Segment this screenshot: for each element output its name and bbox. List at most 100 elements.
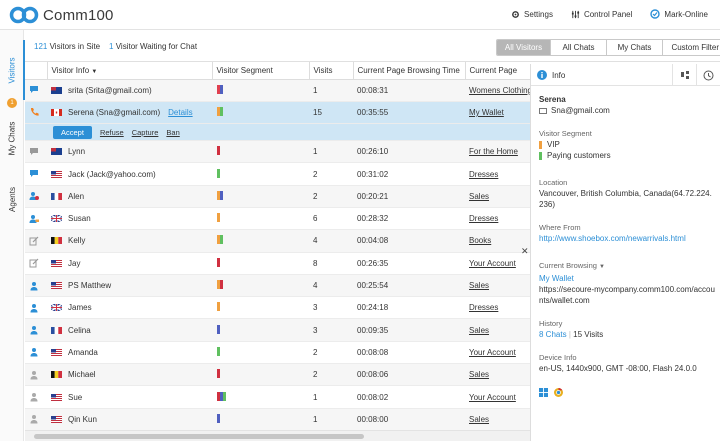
current-page-link[interactable]: Sales <box>469 191 490 201</box>
current-page-cell[interactable]: For the Home <box>465 140 530 164</box>
visitor-info-cell[interactable]: PS Matthew <box>47 274 212 298</box>
current-page-link[interactable]: Your Account <box>469 258 516 268</box>
visitor-info-cell[interactable]: Amanda <box>47 341 212 365</box>
visitor-info-cell[interactable]: Alen <box>47 185 212 208</box>
table-row[interactable]: Celina 3 00:09:35 Sales <box>25 318 530 342</box>
filter-all-visitors[interactable]: All Visitors <box>497 40 551 55</box>
table-row[interactable]: Lynn 1 00:26:10 For the Home <box>25 140 530 164</box>
history-button[interactable] <box>696 64 720 86</box>
table-row[interactable]: Jack (Jack@yahoo.com) 2 00:31:02 Dresses <box>25 162 530 186</box>
current-page-link[interactable]: Your Account <box>469 347 516 357</box>
table-row[interactable]: Alen 2 00:20:21 Sales <box>25 185 530 208</box>
current-page-link[interactable]: Womens Clothing <box>469 85 530 95</box>
refuse-link[interactable]: Refuse <box>99 127 124 137</box>
visitor-info-cell[interactable]: Celina <box>47 318 212 342</box>
scrollbar-thumb[interactable] <box>34 434 364 439</box>
current-page-cell[interactable]: Sales <box>465 274 530 298</box>
row-status-cell[interactable] <box>25 408 47 430</box>
table-row[interactable]: Susan 6 00:28:32 Dresses <box>25 207 530 231</box>
row-status-cell[interactable] <box>25 385 47 409</box>
current-page-link[interactable]: Sales <box>469 370 490 380</box>
current-browsing-label[interactable]: Current Browsing ▼ <box>539 260 715 273</box>
row-status-cell[interactable] <box>25 341 47 365</box>
col-visitor-segment[interactable]: Visitor Segment <box>212 62 310 80</box>
filter-custom[interactable]: Custom Filter ⚙ <box>663 40 720 55</box>
row-status-cell[interactable] <box>25 185 47 208</box>
visitor-info-cell[interactable]: Sue <box>47 385 212 409</box>
visitor-info-cell[interactable]: Susan <box>47 207 212 231</box>
visitor-info-cell[interactable]: Jay <box>47 252 212 275</box>
visitor-info-cell[interactable]: Serena (Sna@gmail.com) Details <box>47 101 212 125</box>
table-row[interactable]: Sue 1 00:08:02 Your Account <box>25 385 530 409</box>
current-page-cell[interactable]: Dresses <box>465 207 530 231</box>
row-status-cell[interactable] <box>25 79 47 102</box>
table-row[interactable]: James 3 00:24:18 Dresses <box>25 296 530 320</box>
table-row[interactable]: PS Matthew 4 00:25:54 Sales <box>25 274 530 298</box>
row-status-cell[interactable] <box>25 318 47 342</box>
current-page-cell[interactable]: Sales <box>465 408 530 430</box>
mark-online-button[interactable]: Mark-Online <box>650 9 708 19</box>
row-status-cell[interactable] <box>25 101 47 125</box>
visitor-info-cell[interactable]: Michael <box>47 363 212 387</box>
settings-button[interactable]: Settings <box>511 9 553 19</box>
current-page-cell[interactable]: Your Account <box>465 252 530 275</box>
col-visits[interactable]: Visits <box>309 62 354 80</box>
ban-link[interactable]: Ban <box>166 127 180 137</box>
row-status-cell[interactable] <box>25 162 47 186</box>
col-browsing-time[interactable]: Current Page Browsing Time <box>353 62 466 80</box>
visitor-info-cell[interactable]: James <box>47 296 212 320</box>
capture-link[interactable]: Capture <box>131 127 159 137</box>
table-row[interactable]: Amanda 2 00:08:08 Your Account <box>25 341 530 365</box>
table-row[interactable]: Kelly 4 00:04:08 Books <box>25 229 530 253</box>
history-chats-link[interactable]: 8 Chats <box>539 330 567 339</box>
visitor-info-cell[interactable]: Qin Kun <box>47 408 212 430</box>
current-page-cell[interactable]: Sales <box>465 318 530 342</box>
current-page-cell[interactable]: Books <box>465 229 530 253</box>
row-status-cell[interactable] <box>25 363 47 387</box>
current-page-cell[interactable]: Womens Clothing <box>465 79 530 102</box>
details-link[interactable]: Details <box>168 107 193 117</box>
current-page-link[interactable]: Sales <box>469 281 490 291</box>
current-page-link[interactable]: Dresses <box>469 303 499 313</box>
filter-my-chats[interactable]: My Chats <box>607 40 663 55</box>
current-page-link[interactable]: Your Account <box>469 392 516 402</box>
tab-agents[interactable]: Agents <box>0 174 24 224</box>
current-page-cell[interactable]: Sales <box>465 363 530 387</box>
col-current-page[interactable]: Current Page <box>465 62 530 80</box>
current-page-link[interactable]: For the Home <box>469 147 518 157</box>
table-row[interactable]: Michael 2 00:08:06 Sales <box>25 363 530 387</box>
horizontal-scrollbar[interactable] <box>25 430 530 441</box>
filter-all-chats[interactable]: All Chats <box>551 40 607 55</box>
row-status-cell[interactable] <box>25 207 47 231</box>
current-page-cell[interactable]: Dresses <box>465 162 530 186</box>
current-page-cell[interactable]: Your Account <box>465 385 530 409</box>
current-page-cell[interactable]: My Wallet <box>465 101 530 125</box>
close-panel-icon[interactable]: ✕ <box>521 246 529 256</box>
visitor-info-cell[interactable]: Lynn <box>47 140 212 164</box>
table-row[interactable]: Qin Kun 1 00:08:00 Sales <box>25 408 530 430</box>
row-status-cell[interactable] <box>25 229 47 253</box>
where-from-link[interactable]: http://www.shoebox.com/newarrivals.html <box>539 234 686 243</box>
panel-tool-button[interactable] <box>672 64 696 86</box>
current-page-link[interactable]: My Wallet <box>469 107 504 117</box>
accept-button[interactable]: Accept <box>53 125 92 139</box>
visitor-info-cell[interactable]: srita (Srita@gmail.com) <box>47 79 212 102</box>
visitor-info-cell[interactable]: Kelly <box>47 229 212 253</box>
current-page-link[interactable]: Dresses <box>469 169 499 179</box>
current-page-link[interactable]: Sales <box>469 414 490 424</box>
current-page-link[interactable]: Sales <box>469 325 490 335</box>
table-row[interactable]: Jay 8 00:26:35 Your Account <box>25 252 530 275</box>
table-row[interactable]: srita (Srita@gmail.com) 1 00:08:31 Womens C… <box>25 79 530 102</box>
current-page-cell[interactable]: Dresses <box>465 296 530 320</box>
current-page-link[interactable]: Dresses <box>469 214 499 224</box>
current-page-link[interactable]: Books <box>469 236 492 246</box>
row-status-cell[interactable] <box>25 274 47 298</box>
current-page-cell[interactable]: Sales <box>465 185 530 208</box>
table-row[interactable]: Serena (Sna@gmail.com) Details 15 00:35:55 M… <box>25 101 530 125</box>
tab-visitors[interactable]: Visitors <box>0 40 25 100</box>
current-page-cell[interactable]: Your Account <box>465 341 530 365</box>
row-status-cell[interactable] <box>25 252 47 275</box>
tab-my-chats[interactable]: My Chats <box>0 110 24 166</box>
row-status-cell[interactable] <box>25 296 47 320</box>
row-status-cell[interactable] <box>25 140 47 164</box>
